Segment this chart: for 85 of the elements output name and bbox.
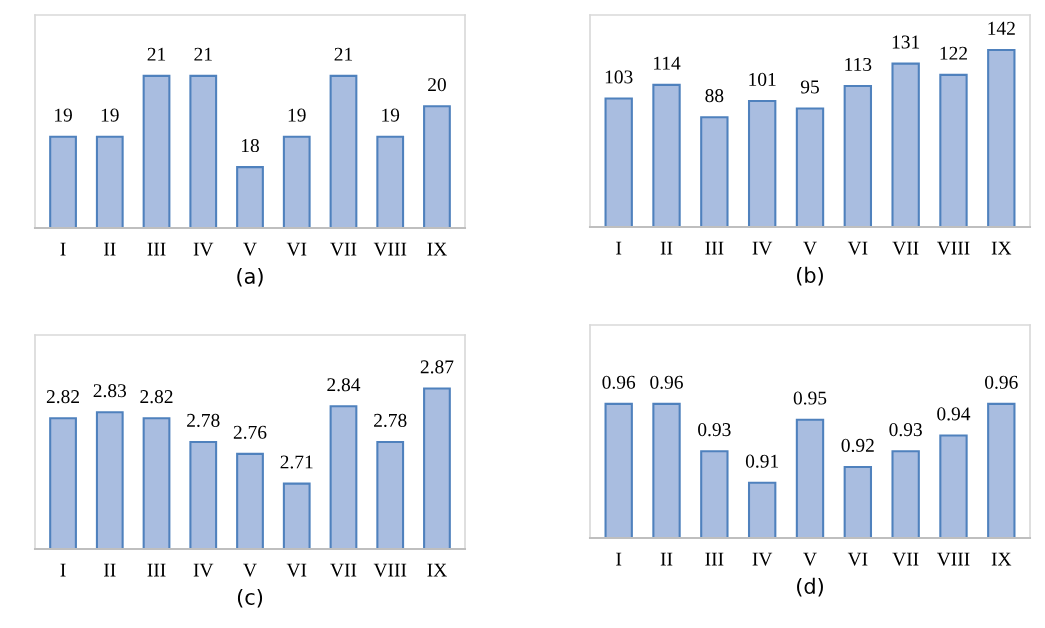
data-label: 2.78 [187,413,220,428]
x-tick-label: IX [427,242,447,256]
x-tick-label: II [660,552,673,566]
data-label: 122 [940,46,967,60]
data-label: 2.83 [93,384,127,398]
x-tick-label: V [243,563,257,577]
bar [795,107,825,227]
bar [652,83,681,227]
x-tick-label: VII [892,241,919,255]
bar [891,62,920,227]
x-tick-label: II [660,241,673,255]
x-tick-label: VIII [936,552,970,566]
data-label: 95 [800,80,819,94]
x-tick-label: VII [330,563,357,577]
data-label: 2.82 [140,390,173,404]
x-tick-label: VIII [373,563,407,577]
data-label: 2.87 [420,360,454,374]
x-tick-label: IX [427,563,447,577]
data-label: 131 [892,35,920,49]
x-tick-label: VIII [373,242,407,256]
data-label: 114 [654,56,681,70]
data-label: 2.71 [280,455,313,469]
x-tick-label: V [243,242,257,256]
data-label: 103 [605,70,633,84]
x-axis-title: (a) [237,267,263,287]
data-label: 2.84 [327,378,361,392]
data-label: 2.76 [233,425,267,439]
x-axis-title: (d) [797,577,823,597]
x-tick-label: IX [991,241,1012,255]
bar [987,48,1016,227]
data-label: 19 [101,108,119,122]
x-tick-label: I [616,552,622,566]
x-tick-label: IV [193,242,214,256]
bar [700,116,729,227]
x-tick-label: II [104,242,116,256]
x-axis-title: (b) [797,266,823,286]
x-tick-label: VI [286,242,307,256]
data-label: 142 [988,21,1015,35]
data-label: 101 [749,72,776,86]
x-tick-label: I [616,241,622,255]
data-label: 0.91 [745,454,779,468]
data-label: 19 [382,108,400,122]
x-tick-label: IV [752,552,773,566]
bar [939,73,968,227]
x-tick-label: III [705,552,724,566]
data-label: 0.96 [985,375,1018,389]
x-tick-label: V [803,552,817,566]
x-tick-label: VI [847,241,868,255]
data-label: 19 [288,108,306,122]
x-tick-label: VIII [936,241,970,255]
data-label: 113 [845,57,872,72]
data-label: 21 [147,47,166,61]
data-label: 0.93 [698,423,731,437]
data-label: 19 [55,108,72,122]
x-tick-label: VII [892,552,919,566]
x-tick-label: I [60,563,66,577]
bar [843,85,873,227]
data-label: 0.92 [841,438,874,453]
x-tick-label: III [147,563,166,577]
data-label: 0.96 [602,375,636,389]
data-label: 21 [194,47,212,61]
data-label: 2.82 [46,390,79,404]
x-tick-label: V [803,241,817,255]
data-label: 0.96 [650,375,683,389]
bar [604,97,633,227]
x-tick-label: IX [991,552,1012,566]
bar [747,100,777,227]
data-label: 18 [241,138,259,153]
x-tick-label: IV [193,563,214,577]
x-tick-label: IV [752,241,773,255]
data-label: 0.94 [937,407,971,421]
data-label: 0.95 [793,391,827,405]
data-label: 21 [334,47,353,61]
x-tick-label: VI [286,563,307,577]
x-tick-label: III [147,242,166,256]
x-tick-label: I [60,242,66,256]
x-tick-label: VI [847,552,868,566]
data-label: 2.78 [374,413,407,428]
data-label: 88 [705,89,724,103]
x-axis-title: (c) [237,588,263,608]
x-tick-label: III [705,241,724,255]
data-label: 0.93 [889,423,922,437]
x-tick-label: VII [330,242,357,256]
data-label: 20 [428,78,446,92]
x-tick-label: II [104,563,116,577]
